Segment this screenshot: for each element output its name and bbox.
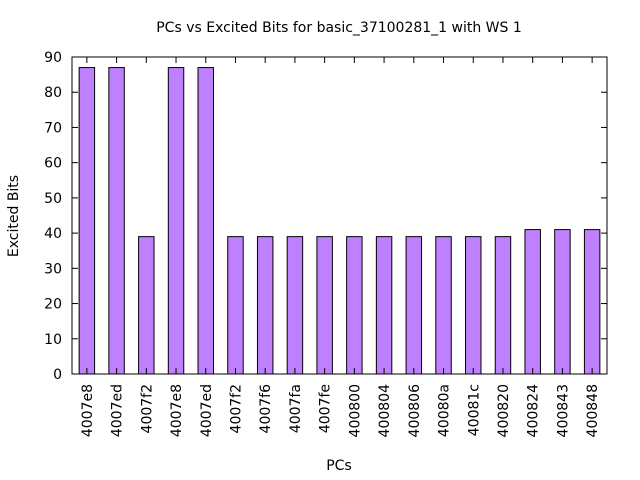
x-tick-label: 4007e8 — [169, 384, 185, 437]
bar — [78, 67, 96, 375]
bar — [108, 67, 125, 375]
chart-title: PCs vs Excited Bits for basic_37100281_1… — [156, 20, 522, 36]
y-tick-label: 70 — [44, 120, 62, 136]
x-tick-label: 400824 — [526, 384, 542, 438]
x-tick-label: 4007fa — [288, 384, 304, 433]
y-tick-label: 20 — [44, 297, 62, 313]
x-tick-label: 4007ed — [110, 384, 126, 437]
x-tick-label: 4007f6 — [258, 384, 274, 434]
y-tick-label: 80 — [44, 85, 62, 101]
bar — [435, 236, 452, 375]
ticks-layer — [72, 56, 607, 375]
y-tick-label: 0 — [53, 367, 62, 383]
x-tick-label: 4007f2 — [228, 384, 244, 433]
x-tick-label: 4007ed — [199, 384, 215, 437]
bar — [286, 236, 304, 375]
bar — [465, 236, 482, 375]
x-tick-label: 400848 — [585, 384, 601, 437]
y-tick-label: 30 — [44, 261, 62, 277]
bar — [405, 236, 423, 375]
y-tick-label: 60 — [44, 156, 62, 172]
bar — [227, 236, 244, 375]
bar — [346, 236, 363, 375]
y-tick-label: 40 — [44, 226, 62, 242]
bars-layer — [78, 67, 601, 375]
y-axis-label: Excited Bits — [6, 175, 22, 257]
x-tick-label: 400843 — [555, 384, 571, 437]
bar — [583, 229, 601, 375]
bar — [316, 236, 333, 375]
x-tick-label: 400800 — [347, 384, 363, 437]
x-tick-label: 40080a — [437, 384, 453, 437]
x-tick-label: 4007f2 — [139, 384, 155, 433]
bar — [554, 229, 571, 375]
x-tick-label: 400806 — [407, 384, 423, 438]
y-tick-label: 90 — [44, 50, 62, 66]
bar — [375, 236, 393, 375]
bar — [256, 236, 274, 375]
y-tick-label: 10 — [44, 332, 62, 348]
plot-frame — [71, 56, 608, 375]
x-tick-label: 4007e8 — [80, 384, 96, 437]
x-tick-label: 400820 — [496, 384, 512, 437]
bar — [524, 229, 541, 375]
labels-layer: 0 10 20 30 40 50 60 70 80 90 4007e8 4007ed 4007f2 400… — [44, 50, 601, 437]
bar — [167, 67, 185, 375]
bar — [138, 236, 155, 375]
bar — [197, 67, 214, 375]
x-tick-label: 400804 — [377, 384, 393, 438]
x-tick-label: 4007fe — [318, 384, 334, 433]
x-axis-label: PCs — [326, 458, 352, 474]
y-tick-label: 50 — [44, 191, 62, 207]
bar — [494, 236, 512, 375]
x-tick-label: 40081c — [466, 384, 482, 436]
